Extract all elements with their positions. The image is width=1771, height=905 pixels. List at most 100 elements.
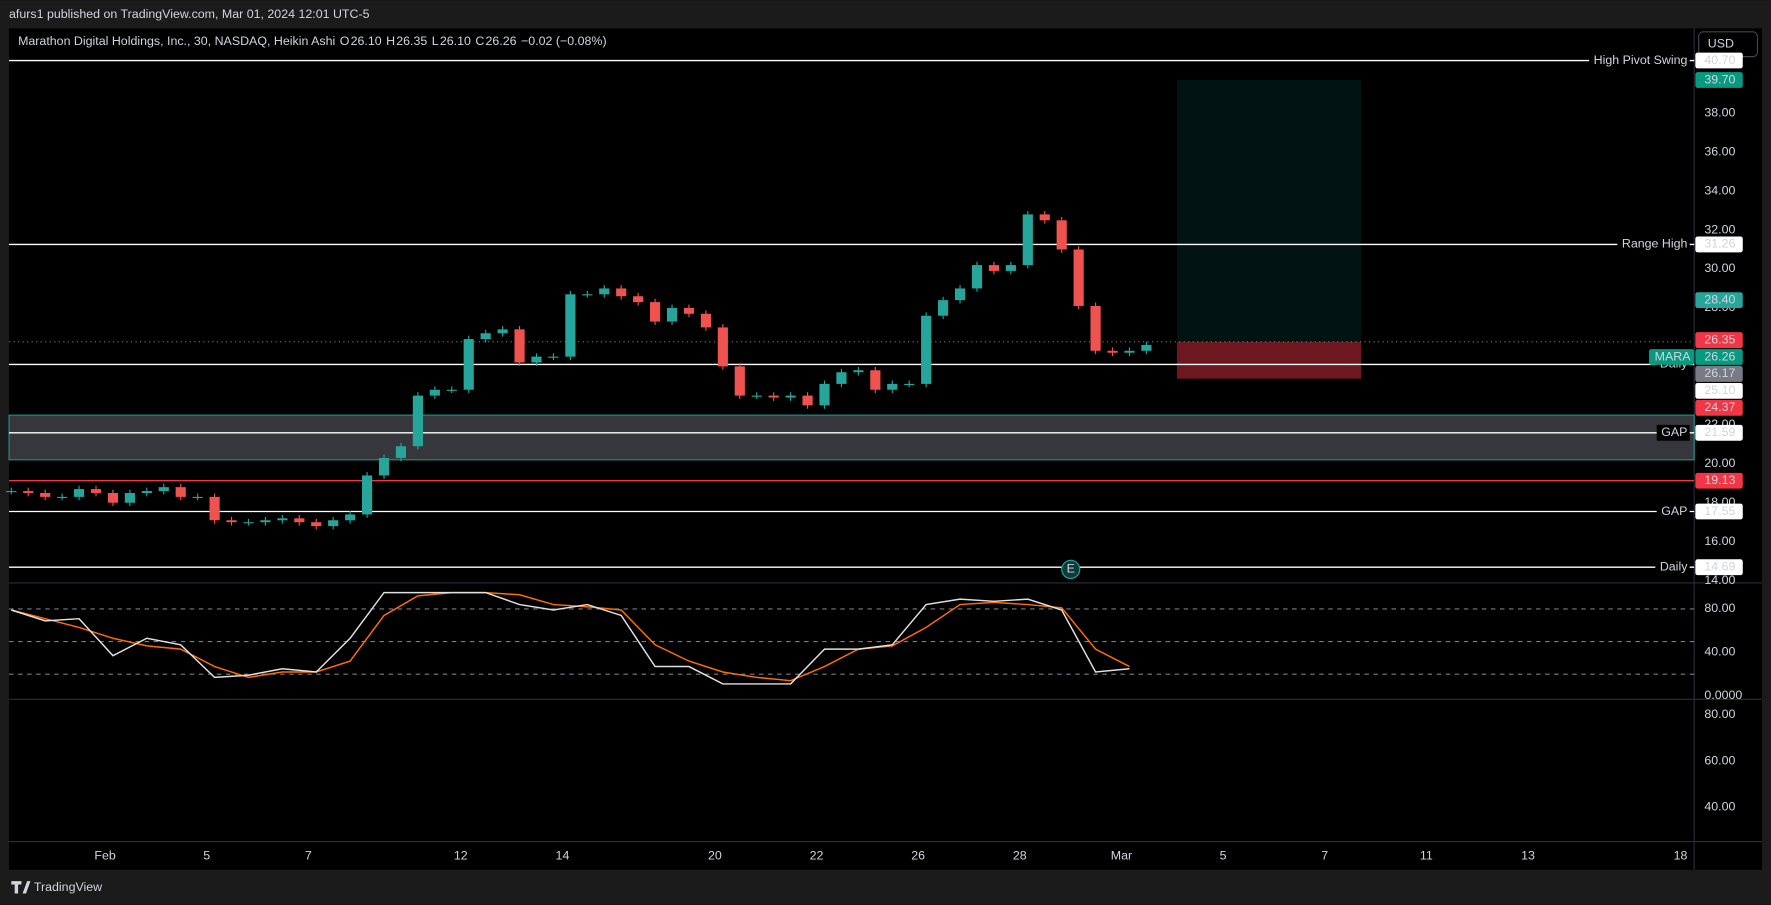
osc-line xyxy=(11,591,1130,682)
candle xyxy=(90,489,102,493)
candle xyxy=(768,395,779,398)
y-tick-label: 16.00 xyxy=(1704,534,1735,548)
x-tick-label: 12 xyxy=(454,849,468,863)
osc-tick-label: 0.0000 xyxy=(1704,688,1742,702)
gap-zone xyxy=(8,414,1695,461)
level-name-bg xyxy=(1656,424,1690,441)
candle xyxy=(938,300,949,316)
chart-area xyxy=(9,28,1762,870)
x-tick-label: 20 xyxy=(708,849,722,863)
candle xyxy=(921,315,932,384)
candle xyxy=(700,313,711,328)
price-label: 25.10 xyxy=(1704,383,1735,397)
brand: TradingView xyxy=(34,880,102,894)
y-tick-label: 38.00 xyxy=(1704,105,1735,119)
candle xyxy=(209,496,220,521)
candle xyxy=(294,518,305,523)
position-target xyxy=(1176,80,1362,342)
legend-text: O xyxy=(340,34,350,48)
candle xyxy=(904,383,915,386)
candle xyxy=(565,294,576,357)
osc-tick-label: 80.00 xyxy=(1704,601,1735,615)
candle xyxy=(650,302,661,322)
candle xyxy=(853,370,864,373)
price-label: 28.40 xyxy=(1704,292,1735,306)
candle xyxy=(497,329,508,334)
candle xyxy=(175,487,186,497)
legend-text: C xyxy=(475,34,484,48)
level-name: Daily xyxy=(1660,559,1688,573)
candle xyxy=(361,475,373,515)
candle xyxy=(802,395,813,406)
publisher: afurs1 published on TradingView.com, Mar… xyxy=(9,7,370,21)
currency[interactable]: USD xyxy=(1708,36,1734,50)
logo xyxy=(11,881,31,894)
level-name: GAP xyxy=(1661,504,1687,518)
candle xyxy=(378,457,390,476)
level-name-bg xyxy=(1655,559,1690,576)
y-tick-label: 34.00 xyxy=(1704,183,1735,197)
price-label-box xyxy=(1695,399,1743,416)
candle xyxy=(243,522,254,524)
candle xyxy=(616,288,627,297)
candle xyxy=(23,491,34,493)
symbol-label: MARA xyxy=(1655,349,1692,363)
candle xyxy=(548,356,559,358)
price-label-box xyxy=(1695,52,1743,69)
candle xyxy=(887,383,898,390)
x-tick-label: 5 xyxy=(1220,849,1227,863)
x-tick-label: 26 xyxy=(911,849,925,863)
y-tick-label: 20.00 xyxy=(1704,456,1735,470)
candle xyxy=(412,395,423,447)
candle xyxy=(6,491,17,493)
candle xyxy=(1022,214,1033,266)
y-tick-label: 30.00 xyxy=(1704,261,1735,275)
y-tick-label: 36.00 xyxy=(1704,144,1735,158)
level-name-bg xyxy=(1617,236,1690,253)
price-label: 39.70 xyxy=(1704,72,1735,86)
price-label: 26.17 xyxy=(1704,366,1735,380)
candle xyxy=(480,333,491,340)
candle xyxy=(73,489,85,497)
price-label-box xyxy=(1695,292,1743,309)
price-label-box xyxy=(1695,424,1743,441)
candle xyxy=(1039,214,1050,221)
candle xyxy=(260,520,271,523)
level-name-bg xyxy=(1656,503,1690,520)
candle xyxy=(311,522,322,527)
price-label: 14.69 xyxy=(1704,559,1735,573)
candle xyxy=(429,389,440,396)
candle xyxy=(463,339,474,390)
candle xyxy=(870,370,881,390)
x-tick-label: 7 xyxy=(1321,849,1328,863)
x-tick-label: 11 xyxy=(1420,849,1433,863)
candle xyxy=(954,288,966,301)
price-label: 26.26 xyxy=(1704,349,1735,363)
price-label: 40.70 xyxy=(1704,53,1735,67)
candle xyxy=(1090,305,1101,351)
candle xyxy=(1005,265,1016,271)
price-label: 19.13 xyxy=(1704,473,1735,487)
price-label-box xyxy=(1695,503,1743,520)
earnings-label: E xyxy=(1067,562,1075,576)
candle xyxy=(717,327,728,367)
price-label-box xyxy=(1695,382,1743,399)
price-label-box xyxy=(1695,72,1743,88)
price-label: 17.55 xyxy=(1704,504,1735,518)
candle xyxy=(633,296,644,303)
price-label-box xyxy=(1695,236,1743,253)
lower-tick-label: 80.00 xyxy=(1704,707,1735,721)
candle xyxy=(345,514,356,521)
legend-text: 26.10 xyxy=(351,34,382,48)
lower-tick-label: 40.00 xyxy=(1704,800,1735,814)
candle xyxy=(785,395,796,398)
price-label-box xyxy=(1695,332,1743,348)
candle xyxy=(988,265,1000,271)
y-tick-label: 14.00 xyxy=(1704,573,1735,587)
x-tick-label: Mar xyxy=(1111,849,1132,863)
candle xyxy=(277,518,288,521)
price-label-box xyxy=(1695,559,1743,576)
legend-text: L xyxy=(432,34,439,48)
legend-text: 26.35 xyxy=(396,34,427,48)
